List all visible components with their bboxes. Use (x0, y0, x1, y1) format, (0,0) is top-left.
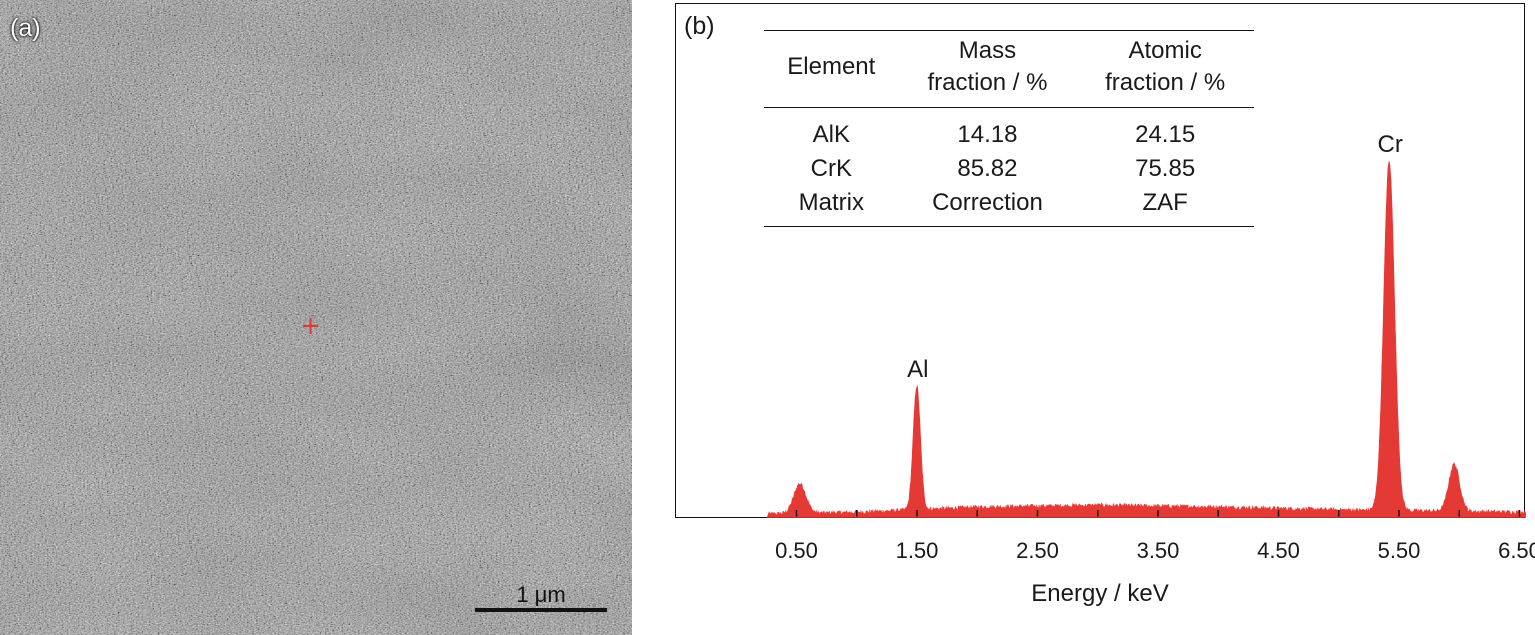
x-tick-label: 2.50 (1016, 538, 1059, 563)
table-row: CrK 85.82 75.85 (764, 152, 1254, 186)
cell-mass: 85.82 (957, 155, 1018, 182)
sem-micrograph: (a) 1 μm (0, 0, 632, 635)
micrograph-texture (0, 0, 632, 635)
composition-table: Element Mass fraction / % Atomic fraction … (764, 30, 1254, 227)
cell-element: Matrix (764, 186, 899, 227)
x-axis-label: Energy / keV (1031, 580, 1169, 607)
cell-atomic: ZAF (1076, 186, 1254, 227)
cell-atomic: 75.85 (1135, 155, 1196, 182)
x-tick-label: 0.50 (775, 538, 818, 563)
eds-spectrum-plot (767, 161, 1526, 518)
cell-atomic: 24.15 (1135, 121, 1196, 148)
x-tick-label: 4.50 (1257, 538, 1300, 563)
x-tick-label: 1.50 (896, 538, 939, 563)
x-tick-label: 5.50 (1378, 538, 1421, 563)
table-row: Matrix Correction ZAF (764, 186, 1254, 227)
panel-label-a: (a) (10, 14, 41, 42)
cell-element: CrK (810, 155, 852, 182)
header-mass-fraction: Mass fraction / % (898, 30, 1077, 108)
header-atomic-fraction: Atomic fraction / % (1076, 30, 1254, 108)
cell-element: AlK (812, 121, 850, 148)
table-header-row: Element Mass fraction / % Atomic fraction … (764, 30, 1254, 108)
spectrum-series (767, 161, 1526, 518)
panel-label-b: (b) (684, 12, 715, 40)
scale-bar-label: 1 μm (516, 582, 566, 607)
x-tick-label: 6.50 (1498, 538, 1535, 563)
scale-bar (475, 608, 607, 612)
analysis-point-marker (303, 318, 318, 334)
table-row: AlK 14.18 24.15 (764, 108, 1254, 153)
x-tick-label: 3.50 (1137, 538, 1180, 563)
header-element: Element (764, 30, 899, 108)
cell-mass: 14.18 (957, 121, 1018, 148)
cell-mass: Correction (898, 186, 1077, 227)
